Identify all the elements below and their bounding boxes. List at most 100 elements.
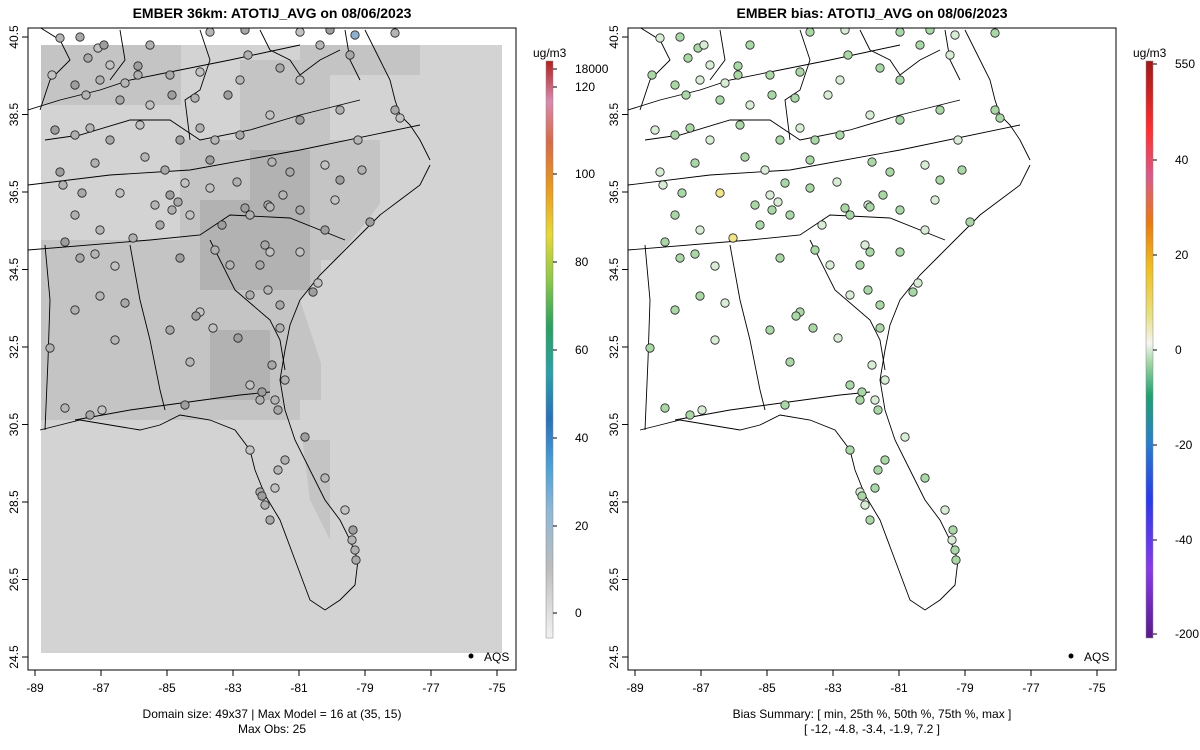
aqs-site-marker	[325, 28, 335, 35]
colorbar-tick-label: -200	[1175, 627, 1199, 641]
aqs-site-marker	[935, 105, 945, 115]
aqs-site-marker	[233, 333, 243, 343]
aqs-site-marker	[77, 188, 87, 198]
aqs-site-marker	[785, 210, 795, 220]
state-border-line	[259, 29, 341, 76]
y-tick-label: 28.5	[607, 490, 621, 514]
aqs-site-marker	[785, 357, 795, 367]
aqs-site-marker	[647, 70, 657, 80]
aqs-site-marker	[167, 205, 177, 215]
aqs-site-marker	[755, 220, 765, 230]
aqs-site-marker	[860, 240, 870, 250]
aqs-site-marker	[357, 165, 367, 175]
aqs-site-marker	[690, 158, 700, 168]
y-tick-label: 36.5	[607, 180, 621, 204]
aqs-site-marker	[740, 152, 750, 162]
state-border-line	[644, 244, 651, 431]
aqs-site-marker	[957, 165, 967, 175]
y-tick-label: 32.5	[607, 335, 621, 359]
aqs-site-marker	[805, 28, 815, 37]
y-tick-label: 24.5	[607, 645, 621, 669]
aqs-site-marker	[655, 167, 665, 177]
aqs-site-marker	[767, 90, 777, 100]
aqs-site-marker	[745, 40, 755, 50]
aqs-site-marker	[55, 33, 65, 43]
aqs-site-marker	[295, 205, 305, 215]
aqs-site-marker	[50, 125, 60, 135]
state-border-line	[44, 244, 51, 431]
left-colorbar-ticks: 18000 120 100 80 60 40 20 0	[553, 62, 609, 620]
aqs-site-marker	[255, 260, 265, 270]
state-border-line	[809, 239, 886, 371]
x-tick-label: -87	[92, 681, 110, 695]
aqs-site-marker	[347, 535, 357, 545]
y-tick-label: 30.5	[607, 412, 621, 436]
aqs-site-marker	[295, 115, 305, 125]
y-tick-label: 28.5	[7, 490, 21, 514]
colorbar-tick-label: 40	[575, 431, 589, 445]
aqs-site-marker	[275, 323, 285, 333]
aqs-site-marker	[195, 67, 205, 77]
aqs-site-marker	[885, 167, 895, 177]
aqs-site-marker	[273, 405, 283, 415]
colorbar-tick-label: 100	[575, 167, 595, 181]
aqs-site-marker	[895, 28, 905, 37]
aqs-site-marker	[390, 105, 400, 115]
state-border-line	[209, 239, 286, 371]
aqs-site-marker	[99, 40, 109, 50]
aqs-site-marker	[705, 135, 715, 145]
x-tick-label: -83	[224, 681, 242, 695]
aqs-site-marker	[235, 75, 245, 85]
state-border-line	[784, 29, 811, 141]
aqs-site-marker	[320, 160, 330, 170]
aqs-site-marker	[335, 105, 345, 115]
aqs-site-marker	[180, 400, 190, 410]
aqs-site-marker	[115, 95, 125, 105]
state-border-line	[944, 29, 961, 81]
aqs-site-marker	[873, 465, 883, 475]
aqs-site-marker	[365, 217, 375, 227]
aqs-site-marker	[173, 197, 183, 207]
aqs-site-marker	[895, 205, 905, 215]
x-tick-label: -79	[356, 681, 374, 695]
aqs-site-marker	[90, 158, 100, 168]
left-colorbar	[545, 60, 554, 639]
aqs-site-marker	[650, 125, 660, 135]
state-border-line	[344, 29, 361, 81]
aqs-site-marker	[95, 225, 105, 235]
colorbar-tick-label: 40	[1175, 153, 1189, 167]
aqs-site-marker	[895, 75, 905, 85]
aqs-site-marker	[805, 183, 815, 193]
aqs-site-marker	[210, 135, 220, 145]
aqs-site-marker	[863, 285, 873, 295]
aqs-site-marker	[280, 455, 290, 465]
aqs-site-marker	[47, 70, 57, 80]
aqs-site-marker	[825, 260, 835, 270]
aqs-site-marker	[920, 225, 930, 235]
aqs-site-marker	[765, 325, 775, 335]
left-caption-line2: Max Obs: 25	[237, 722, 307, 736]
aqs-site-marker	[185, 357, 195, 367]
aqs-site-marker	[767, 205, 777, 215]
aqs-site-marker	[715, 95, 725, 105]
aqs-site-marker	[855, 395, 865, 405]
aqs-site-marker	[875, 300, 885, 310]
aqs-site-marker	[395, 113, 405, 123]
colorbar-tick-label: 0	[1175, 343, 1182, 357]
aqs-site-marker	[865, 110, 875, 120]
aqs-site-marker	[180, 178, 190, 188]
aqs-site-marker	[60, 403, 70, 413]
aqs-site-marker	[267, 157, 277, 167]
state-border-line	[964, 29, 1031, 161]
x-tick-label: -83	[824, 681, 842, 695]
aqs-site-marker	[670, 80, 680, 90]
aqs-site-marker	[205, 155, 215, 165]
aqs-site-marker	[145, 40, 155, 50]
aqs-site-marker	[990, 105, 1000, 115]
aqs-site-marker	[105, 135, 115, 145]
aqs-site-marker	[857, 387, 867, 397]
aqs-legend-marker	[1068, 653, 1074, 659]
aqs-site-marker	[720, 298, 730, 308]
x-tick-label: -81	[290, 681, 308, 695]
aqs-site-marker	[295, 247, 305, 257]
